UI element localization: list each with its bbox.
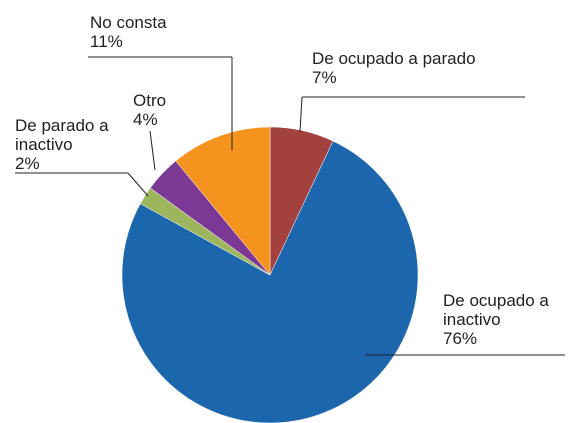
category-label: De ocupado a parado <box>312 49 476 68</box>
value-label: 76% <box>443 329 478 348</box>
category-label: Otro <box>133 91 167 110</box>
slice-label: De ocupado a inactivo 76% <box>443 291 553 348</box>
pie-slice <box>121 140 419 423</box>
category-label: De parado a inactivo <box>15 116 109 154</box>
slice-label: Otro 4% <box>133 91 193 129</box>
pie-slice <box>175 126 271 276</box>
category-label: De ocupado a inactivo <box>443 291 549 329</box>
value-label: 7% <box>312 68 337 87</box>
value-label: 11% <box>90 32 123 51</box>
slice-label: No consta 11% <box>90 13 210 51</box>
category-label: No consta <box>90 13 167 32</box>
leader-line <box>299 96 303 133</box>
leader-line <box>127 172 149 197</box>
slice-label: De ocupado a parado 7% <box>312 49 562 87</box>
leader-line <box>149 130 156 171</box>
value-label: 2% <box>15 154 40 173</box>
slice-label: De parado a inactivo 2% <box>15 116 115 173</box>
value-label: 4% <box>133 110 158 129</box>
